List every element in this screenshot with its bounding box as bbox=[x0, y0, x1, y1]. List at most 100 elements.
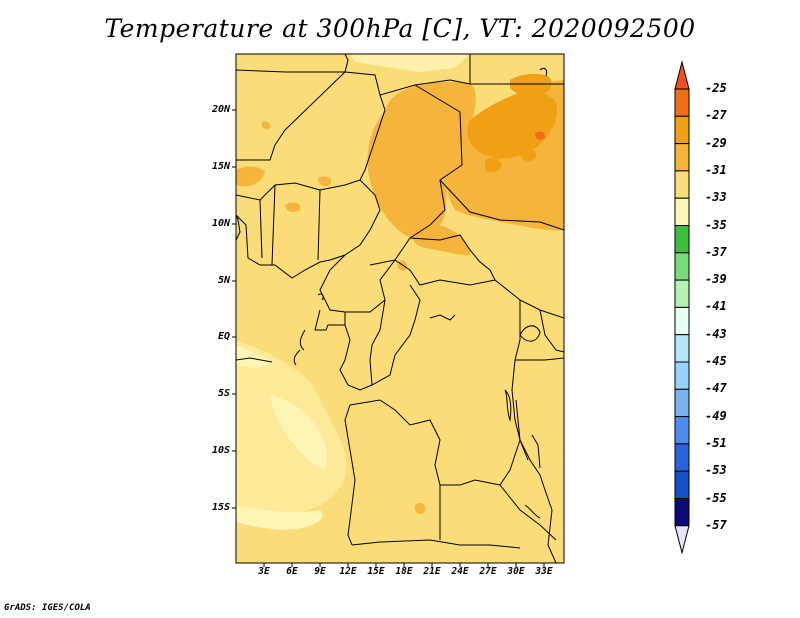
field-hot-speck-1 bbox=[485, 157, 502, 173]
colorbar-segment bbox=[674, 443, 690, 472]
lon-label-9e: 9E bbox=[314, 566, 326, 577]
lat-label-10n: 10N bbox=[211, 218, 230, 229]
lon-label-30e: 30E bbox=[507, 566, 525, 577]
field-cold-ocean-patch bbox=[270, 395, 327, 470]
border-path bbox=[271, 184, 276, 266]
colorbar-segment bbox=[674, 361, 690, 390]
border-path bbox=[259, 199, 263, 259]
colorbar-segment bbox=[674, 334, 690, 363]
lat-label-15n: 15N bbox=[211, 161, 230, 172]
lat-ticks bbox=[232, 109, 236, 509]
border-path bbox=[319, 237, 411, 313]
lon-label-21e: 21E bbox=[423, 566, 441, 577]
border-path bbox=[344, 404, 356, 546]
border-path bbox=[236, 214, 331, 279]
border-path bbox=[344, 71, 386, 181]
colorbar-label: -51 bbox=[705, 435, 727, 450]
lat-label-15s: 15S bbox=[211, 502, 230, 513]
colorbar-label: -45 bbox=[705, 354, 727, 368]
river-outline bbox=[429, 314, 456, 321]
colorbar-label: -55 bbox=[705, 490, 727, 505]
border-path bbox=[293, 329, 306, 366]
colorbar-label: -41 bbox=[705, 299, 727, 314]
colorbar-label: -43 bbox=[705, 326, 727, 341]
colorbar-label: -57 bbox=[705, 517, 727, 532]
lat-label-10s: 10S bbox=[211, 445, 230, 456]
lake-outline bbox=[519, 325, 541, 342]
colorbar-segment bbox=[674, 143, 690, 172]
border-path bbox=[511, 300, 541, 476]
lake-outline bbox=[531, 434, 541, 469]
lon-label-33e: 33E bbox=[535, 566, 553, 577]
lon-ticks bbox=[263, 563, 545, 567]
field-hot-northeast bbox=[510, 73, 552, 97]
field-warm-speck-4 bbox=[318, 176, 332, 187]
lat-label-5n: 5N bbox=[217, 275, 230, 286]
colorbar-label: -53 bbox=[705, 463, 727, 478]
border-path bbox=[236, 214, 241, 241]
border-path bbox=[539, 309, 564, 353]
field-warm-speck-6 bbox=[414, 502, 426, 515]
colorbar-segment bbox=[674, 388, 690, 418]
colorbar-triangle-top bbox=[674, 60, 690, 90]
colorbar-segment bbox=[674, 416, 690, 445]
border-path bbox=[499, 484, 557, 541]
field-warm-central bbox=[367, 81, 476, 238]
field-cold-south-patch bbox=[236, 505, 323, 530]
field-hot-east bbox=[467, 92, 558, 159]
border-path bbox=[409, 234, 496, 281]
border-path bbox=[539, 474, 557, 563]
border-path bbox=[369, 299, 386, 386]
colorbar-label: -39 bbox=[705, 272, 727, 287]
field-warm-speck-7 bbox=[261, 121, 271, 130]
lon-label-18e: 18E bbox=[395, 566, 413, 577]
border-path bbox=[515, 357, 564, 361]
field-cold-north bbox=[350, 54, 470, 72]
colorbar-segment bbox=[674, 306, 690, 336]
lon-label-6e: 6E bbox=[286, 566, 298, 577]
colorbar-label: -31 bbox=[705, 162, 727, 177]
lake-outline bbox=[317, 293, 324, 301]
colorbar-segment bbox=[674, 252, 690, 281]
temperature-field bbox=[236, 54, 564, 563]
border-path bbox=[317, 189, 321, 261]
lat-label-eq: EQ bbox=[217, 331, 230, 342]
colorbar-label: -33 bbox=[705, 190, 727, 205]
colorbar bbox=[674, 60, 690, 555]
lon-label-3e: 3E bbox=[258, 566, 270, 577]
colorbar-label: -25 bbox=[705, 81, 727, 95]
colorbar-label: -27 bbox=[705, 108, 727, 123]
border-path bbox=[349, 399, 501, 486]
field-hot-speck-2 bbox=[520, 148, 537, 162]
grads-credit: GrADS: IGES/COLA bbox=[4, 603, 91, 613]
lon-label-15e: 15E bbox=[367, 566, 385, 577]
lon-label-12e: 12E bbox=[339, 566, 357, 577]
border-path bbox=[379, 54, 471, 96]
colorbar-triangle-bottom bbox=[674, 525, 690, 555]
border-path bbox=[314, 309, 346, 331]
colorbar-segment bbox=[674, 88, 690, 117]
lake-outline bbox=[524, 504, 541, 519]
lon-label-24e: 24E bbox=[451, 566, 469, 577]
field-cold-gulf-patch bbox=[236, 345, 272, 368]
border-path bbox=[439, 179, 564, 231]
colorbar-segment bbox=[674, 115, 690, 145]
lon-label-27e: 27E bbox=[479, 566, 497, 577]
colorbar-segment bbox=[674, 225, 690, 254]
colorbar-label: -29 bbox=[705, 135, 727, 150]
field-warm-speck-3 bbox=[285, 202, 301, 213]
border-path bbox=[369, 259, 564, 319]
lake-outline bbox=[515, 399, 529, 461]
field-hottest-spot bbox=[535, 131, 546, 141]
map-frame bbox=[235, 53, 565, 564]
colorbar-segment bbox=[674, 498, 690, 527]
border-path bbox=[351, 539, 521, 549]
border-path bbox=[236, 71, 346, 161]
colorbar-segment bbox=[674, 279, 690, 308]
colorbar-label: -49 bbox=[705, 408, 727, 423]
colorbar-segment bbox=[674, 170, 690, 199]
coast-outline bbox=[539, 67, 548, 77]
field-warm-west bbox=[236, 166, 265, 187]
colorbar-segment bbox=[674, 197, 690, 226]
colorbar-segment bbox=[674, 470, 690, 500]
